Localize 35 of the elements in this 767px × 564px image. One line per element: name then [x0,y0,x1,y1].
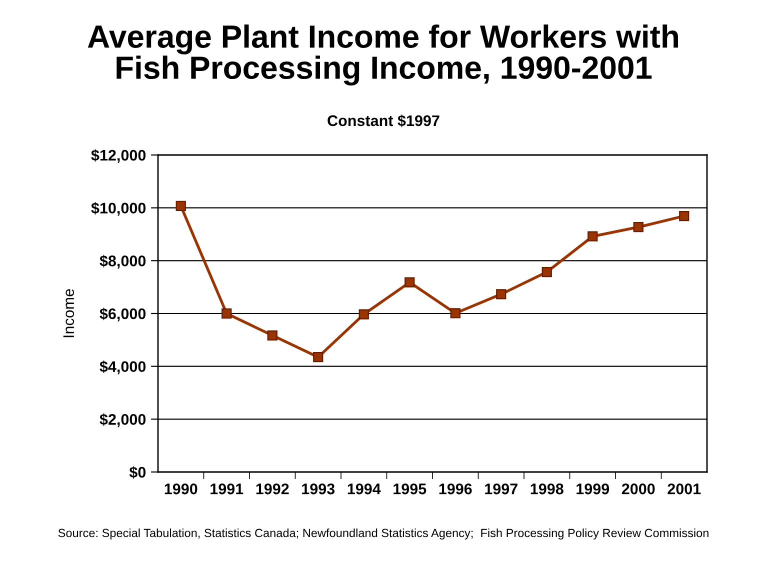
point [404,277,415,288]
x-tick-label: 1992 [256,484,289,494]
point [679,210,690,222]
point [313,352,324,362]
y-tick-label: $6,000 [100,308,146,322]
point [222,308,232,319]
x-tick-label: 1994 [348,484,381,494]
point [588,231,598,242]
x-tick-label: 1996 [439,484,472,494]
chart-subtitle: Constant $1997 [328,114,440,128]
x-tick-label: 2001 [668,484,701,494]
point [542,266,552,278]
y-tick-label: $10,000 [91,202,146,216]
y-tick-label: $0 [129,466,146,479]
y-tick-label: $2,000 [100,413,146,428]
x-tick-label: 1995 [394,484,426,494]
y-tick-label: $12,000 [91,149,146,163]
y-tick-label: $8,000 [100,254,146,269]
y-axis-title: Income [63,289,74,338]
x-tick-label: 1991 [210,484,244,494]
point [633,222,644,232]
x-tick-label: 1990 [164,484,198,494]
point [358,309,369,320]
point [450,308,460,318]
y-tick-label: $4,000 [100,360,146,374]
point [267,330,278,340]
x-tick-label: 2000 [622,484,655,494]
point [496,289,506,300]
x-tick-label: 1993 [302,484,335,494]
x-tick-label: 1999 [576,484,610,494]
x-tick-label: 1997 [485,484,518,494]
x-tick-label: 1998 [530,484,564,494]
source-note: Source: Special Tabulation, Statistics Canada; Newfoundland Statistics Agency; Fish Processing Policy Review Commission [58,528,708,540]
point [176,200,186,212]
chart-title: Average Plant Income for Workers with Fish Processing Income, 1990-2001 [88,24,678,86]
